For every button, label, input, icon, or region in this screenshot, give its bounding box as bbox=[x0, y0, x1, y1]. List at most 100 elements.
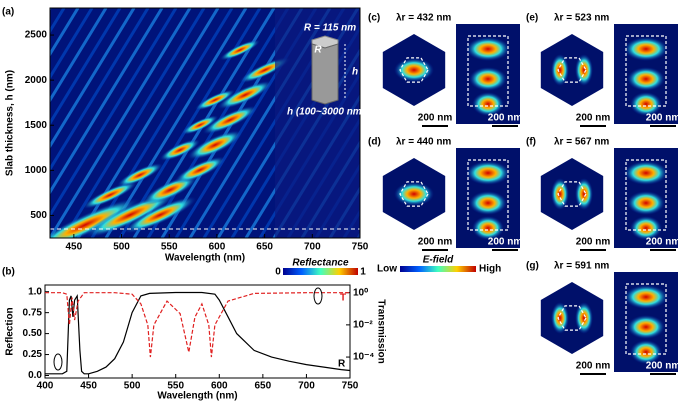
x-tick-label: 600 bbox=[209, 242, 226, 253]
field-spot bbox=[627, 67, 665, 91]
heat-blob bbox=[82, 181, 138, 209]
annotation: R = 115 nm bbox=[304, 23, 356, 34]
annotation: h bbox=[352, 67, 358, 78]
colorbar bbox=[400, 266, 476, 272]
x-tick-label: 500 bbox=[113, 242, 130, 253]
x-tick-label: 700 bbox=[304, 242, 321, 253]
field-spot bbox=[466, 161, 510, 185]
plot-frame bbox=[44, 284, 351, 379]
y-axis-title: Reflection bbox=[5, 307, 16, 355]
y-tick-label: 2500 bbox=[25, 30, 48, 41]
y-tick-label: 0.25 bbox=[23, 349, 43, 360]
x-tick-label: 450 bbox=[66, 242, 83, 253]
x-tick-label: 750 bbox=[352, 242, 369, 253]
outline bbox=[399, 57, 429, 83]
resonance-label: λr = 591 nm bbox=[554, 261, 609, 272]
scale-bar-label: 200 nm bbox=[488, 237, 523, 248]
hexagon-map bbox=[540, 158, 604, 230]
field-spot bbox=[551, 54, 569, 86]
x-tick-label: 450 bbox=[80, 381, 97, 392]
colorbar-tick-label: 1 bbox=[360, 267, 366, 278]
y2-tick-label: 10⁻⁴ bbox=[353, 352, 374, 363]
field-spot bbox=[469, 67, 507, 91]
legend-label: R bbox=[338, 359, 346, 370]
x-axis-title: Wavelength (nm) bbox=[165, 253, 245, 264]
heat-stripe bbox=[90, 8, 234, 238]
heat-stripe bbox=[50, 8, 164, 195]
field-spot bbox=[575, 54, 593, 86]
heat-stripe bbox=[62, 8, 206, 238]
field-spot bbox=[575, 178, 593, 210]
series-line bbox=[45, 291, 351, 375]
x-tick-label: 700 bbox=[298, 381, 315, 392]
resonance-label: λr = 567 nm bbox=[554, 137, 609, 148]
scale-bar-label: 200 nm bbox=[488, 113, 523, 124]
scale-bar-label: 200 nm bbox=[576, 113, 611, 124]
field-spot bbox=[624, 285, 668, 309]
field-spot bbox=[630, 340, 662, 364]
x-tick-label: 750 bbox=[342, 381, 359, 392]
y-tick-label: 1.0 bbox=[28, 286, 42, 297]
y2-axis-title: Transmission bbox=[375, 299, 386, 363]
resonance-label: λr = 440 nm bbox=[396, 137, 451, 148]
panel-label: (d) bbox=[368, 137, 381, 148]
legend-label: T bbox=[340, 293, 346, 304]
y-axis-title: Slab thickness, h (nm) bbox=[5, 70, 16, 176]
heat-stripe bbox=[50, 8, 178, 218]
heat-blob bbox=[181, 115, 219, 135]
heat-stripe bbox=[50, 8, 80, 57]
heat-blob bbox=[159, 139, 201, 161]
x-tick-label: 550 bbox=[161, 242, 178, 253]
x-tick-label: 550 bbox=[167, 381, 184, 392]
outline bbox=[557, 181, 587, 207]
outline bbox=[625, 283, 667, 355]
field-spot bbox=[630, 92, 662, 116]
y-tick-label: 0.75 bbox=[23, 307, 43, 318]
colorbar-title: Reflectance bbox=[292, 258, 349, 269]
scale-bar-label: 200 nm bbox=[418, 113, 453, 124]
heat-blob bbox=[117, 163, 163, 187]
annotation: h (100~3000 nm) bbox=[287, 107, 366, 118]
panel-label: (a) bbox=[2, 7, 14, 18]
resonance-label: λr = 523 nm bbox=[554, 13, 609, 24]
field-spot bbox=[624, 37, 668, 61]
x-tick-label: 600 bbox=[211, 381, 228, 392]
field-spot bbox=[575, 302, 593, 334]
field-spot bbox=[551, 178, 569, 210]
hexagon-map bbox=[540, 34, 604, 106]
heat-stripe bbox=[50, 8, 150, 172]
heat-stripe bbox=[50, 8, 136, 149]
heat-blob bbox=[202, 105, 258, 135]
outline bbox=[625, 159, 667, 231]
colorbar bbox=[283, 268, 358, 275]
field-spot bbox=[624, 161, 668, 185]
scale-bar-label: 200 nm bbox=[646, 237, 681, 248]
y2-tick-label: 10⁻² bbox=[353, 320, 373, 331]
field-spot bbox=[472, 92, 504, 116]
panel-label: (c) bbox=[368, 13, 380, 24]
field-spot bbox=[627, 191, 665, 215]
scale-bar-label: 200 nm bbox=[576, 237, 611, 248]
field-spot bbox=[466, 37, 510, 61]
panel-label: (g) bbox=[526, 261, 539, 272]
heat-blob bbox=[174, 156, 226, 184]
y2-tick-label: 10⁰ bbox=[353, 287, 368, 298]
colorbar-low: Low bbox=[377, 264, 397, 275]
y-tick-label: 500 bbox=[30, 210, 47, 221]
x-tick-label: 650 bbox=[256, 242, 273, 253]
y-tick-label: 1500 bbox=[25, 120, 48, 131]
outline bbox=[557, 57, 587, 83]
outline bbox=[467, 159, 509, 231]
field-spot bbox=[627, 315, 665, 339]
heat-stripe bbox=[50, 8, 192, 238]
x-tick-label: 500 bbox=[124, 381, 141, 392]
heat-blob bbox=[123, 196, 197, 234]
outline bbox=[557, 305, 587, 331]
x-tick-label: 400 bbox=[37, 381, 54, 392]
colorbar-high: High bbox=[479, 264, 501, 275]
colorbar-title: E-field bbox=[423, 255, 454, 266]
plot-frame bbox=[49, 7, 361, 239]
field-spot bbox=[630, 216, 662, 240]
outline bbox=[467, 35, 509, 107]
